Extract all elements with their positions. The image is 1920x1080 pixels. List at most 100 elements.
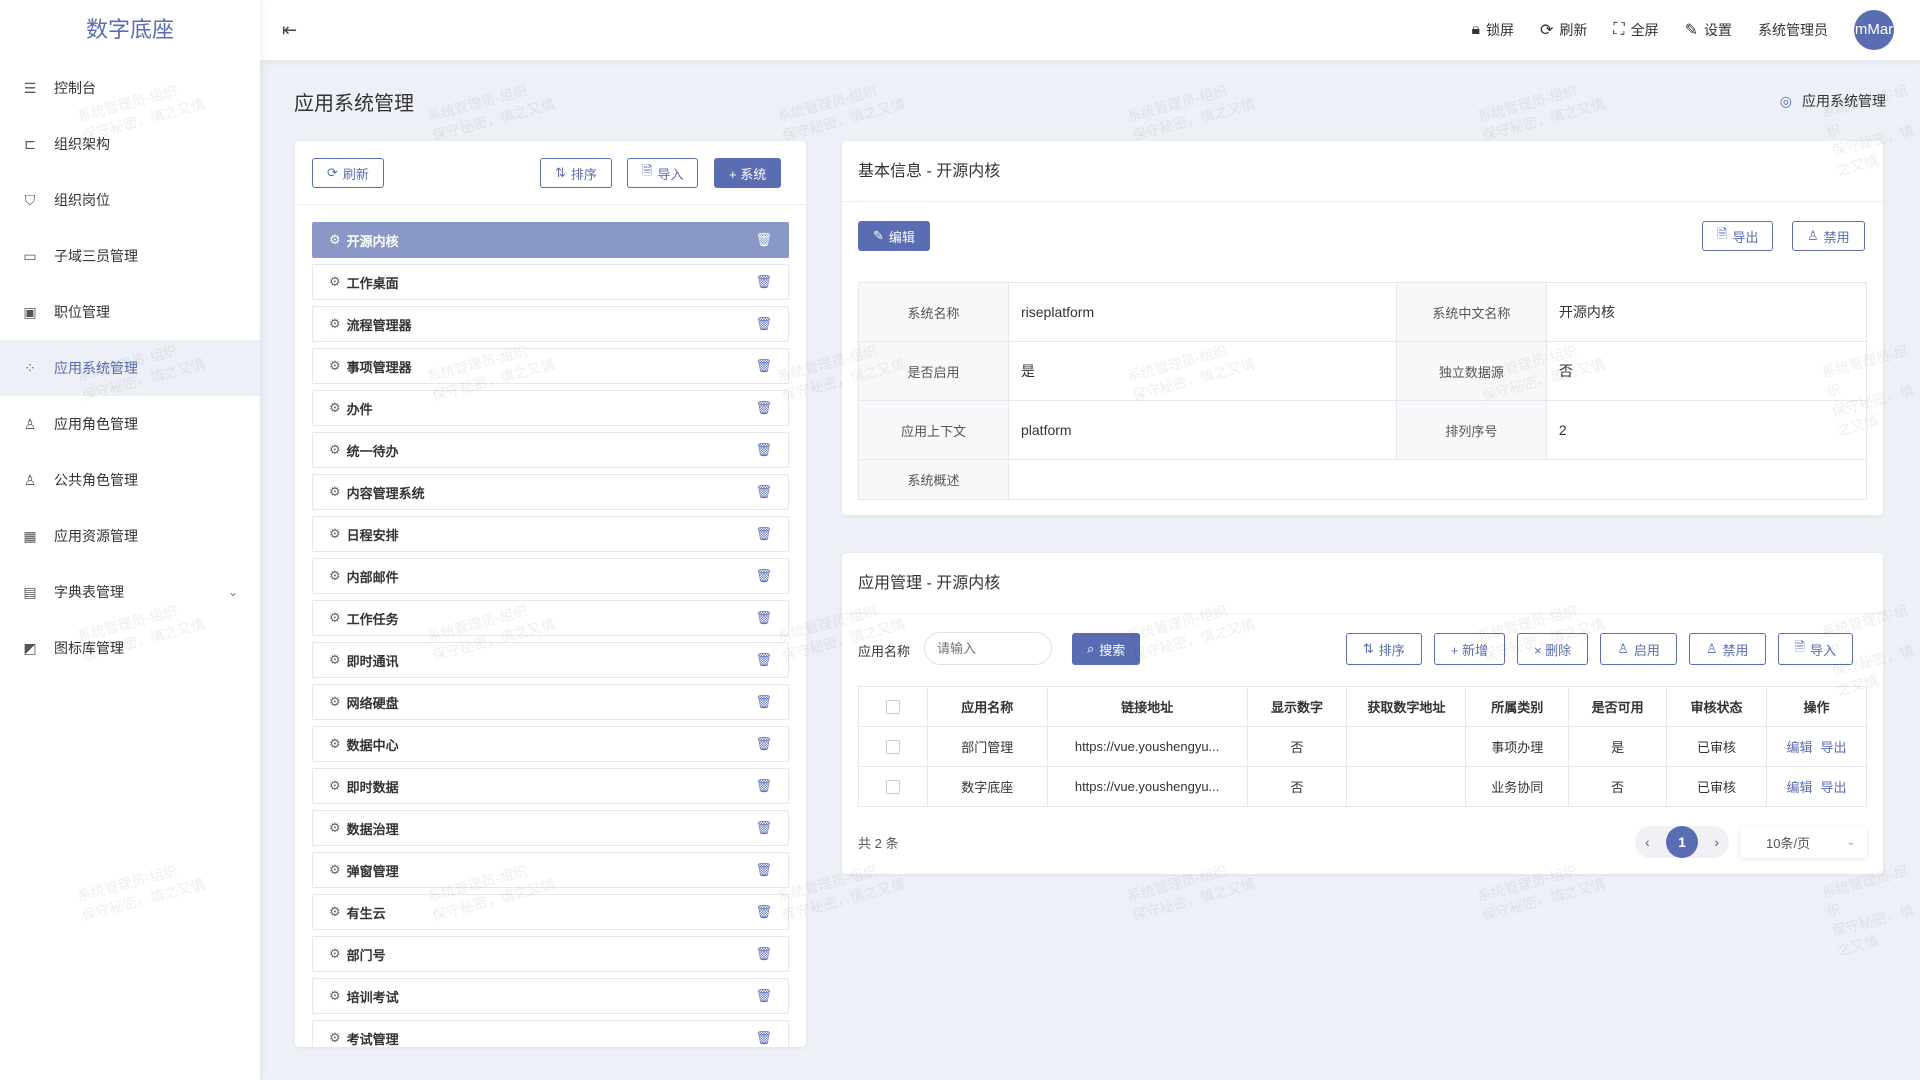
edit-link[interactable]: 编辑 — [1786, 780, 1813, 795]
app-action-button-1[interactable]: + 新增 — [1433, 633, 1505, 665]
delete-icon[interactable]: 🗑︎ — [755, 610, 772, 625]
row-checkbox[interactable] — [885, 740, 900, 755]
system-list-item[interactable]: ⚙ 数据中心 🗑︎ — [312, 726, 789, 762]
app-action-button-0[interactable]: ⇅ 排序 — [1345, 633, 1422, 665]
select-all-checkbox[interactable] — [885, 700, 900, 715]
system-list-item[interactable]: ⚙ 内部邮件 🗑︎ — [312, 558, 789, 594]
delete-icon[interactable]: 🗑︎ — [755, 1030, 772, 1045]
page-size-select[interactable]: 10条/页 ⌄ — [1740, 826, 1867, 858]
refresh-list-button[interactable]: ⟳ 刷新 — [312, 158, 384, 188]
delete-icon[interactable]: 🗑︎ — [755, 946, 772, 961]
row-checkbox[interactable] — [885, 780, 900, 795]
sliders-icon: ☰ — [23, 80, 37, 96]
sidebar-item-1[interactable]: ⊏ 组织架构 — [0, 116, 260, 172]
app-action-button-5[interactable]: 🗎 导入 — [1777, 633, 1853, 665]
system-list-item[interactable]: ⚙ 网络硬盘 🗑︎ — [312, 684, 789, 720]
delete-icon[interactable]: 🗑︎ — [755, 400, 772, 415]
app-name-input[interactable] — [924, 632, 1052, 665]
prev-page-icon[interactable]: ‹ — [1645, 834, 1650, 850]
delete-icon[interactable]: 🗑︎ — [755, 232, 772, 247]
edit-link[interactable]: 编辑 — [1786, 740, 1813, 755]
system-list-item[interactable]: ⚙ 事项管理器 🗑︎ — [312, 348, 789, 384]
delete-icon[interactable]: 🗑︎ — [755, 736, 772, 751]
delete-icon[interactable]: 🗑︎ — [755, 820, 772, 835]
refresh-button[interactable]: ⟳ 刷新 — [1539, 22, 1588, 39]
column-header: 获取数字地址 — [1346, 686, 1467, 727]
search-button[interactable]: ⌕ 搜索 — [1072, 633, 1141, 665]
system-list-item[interactable]: ⚙ 即时通讯 🗑︎ — [312, 642, 789, 678]
delete-icon[interactable]: 🗑︎ — [755, 652, 772, 667]
delete-icon[interactable]: 🗑︎ — [755, 862, 772, 877]
sidebar-item-5[interactable]: ⁘ 应用系统管理 — [0, 340, 260, 396]
gear-icon: ⚙ — [329, 652, 341, 667]
sidebar-item-8[interactable]: ▦ 应用资源管理 — [23, 528, 138, 544]
system-list-item[interactable]: ⚙ 工作任务 🗑︎ — [312, 600, 789, 636]
export-button[interactable]: 🗎 导出 — [1702, 221, 1774, 251]
lock-screen-button[interactable]: 🔒︎ 锁屏 — [1471, 21, 1514, 38]
gear-icon: ⚙ — [329, 904, 341, 919]
sidebar-item-2[interactable]: ⛉ 组织岗位 — [0, 172, 260, 228]
top-header: ⇤ 🔒︎ 锁屏 ⟳ 刷新 ⛶ 全屏 ✎ 设置 系统管理员 mMar — [260, 0, 1920, 60]
app-action-button-2[interactable]: × 删除 — [1516, 633, 1589, 665]
system-list-item[interactable]: ⚙ 办件 🗑︎ — [312, 390, 789, 426]
sidebar-item-10[interactable]: ◩ 图标库管理 — [23, 640, 124, 656]
delete-icon[interactable]: 🗑︎ — [755, 694, 772, 709]
sidebar-item-6[interactable]: ♙ 应用角色管理 — [23, 416, 138, 432]
system-list-item[interactable]: ⚙ 工作桌面 🗑︎ — [312, 264, 789, 300]
delete-icon[interactable]: 🗑︎ — [755, 526, 772, 541]
disable-button[interactable]: ♙ 禁用 — [1792, 221, 1865, 251]
info-label: 系统概述 — [858, 459, 1009, 500]
export-link[interactable]: 导出 — [1820, 740, 1847, 755]
gear-icon: ⚙ — [329, 988, 341, 1003]
fullscreen-icon: ⛶ — [1613, 21, 1625, 38]
user-name[interactable]: 系统管理员 — [1758, 22, 1828, 38]
system-list-item[interactable]: ⚙ 部门号 🗑︎ — [312, 936, 789, 972]
gear-icon: ⚙ — [329, 568, 341, 583]
delete-icon[interactable]: 🗑︎ — [755, 568, 772, 583]
delete-icon[interactable]: 🗑︎ — [755, 358, 772, 373]
total-count: 共 2 条 — [858, 836, 899, 851]
delete-icon[interactable]: 🗑︎ — [755, 316, 772, 331]
page-title: 应用系统管理 — [294, 93, 414, 115]
sort-button[interactable]: ⇅ 排序 — [540, 158, 612, 188]
user-role-icon: ♙ — [23, 472, 37, 488]
system-list-item[interactable]: ⚙ 统一待办 🗑︎ — [312, 432, 789, 468]
system-list-item[interactable]: ⚙ 数据治理 🗑︎ — [312, 810, 789, 846]
fullscreen-button[interactable]: ⛶ 全屏 — [1613, 21, 1659, 38]
system-list-item[interactable]: ⚙ 培训考试 🗑︎ — [312, 978, 789, 1014]
sidebar-item-4[interactable]: ▣ 职位管理 — [23, 304, 110, 320]
system-list-item[interactable]: ⚙ 考试管理 🗑︎ — [312, 1020, 789, 1047]
delete-icon[interactable]: 🗑︎ — [755, 484, 772, 499]
system-list-item[interactable]: ⚙ 内容管理系统 🗑︎ — [312, 474, 789, 510]
page-1-button[interactable]: 1 — [1666, 826, 1698, 858]
sidebar-item-3[interactable]: ▭ 子域三员管理 — [23, 248, 138, 264]
delete-icon[interactable]: 🗑︎ — [755, 904, 772, 919]
sidebar-item-9[interactable]: ▤ 字典表管理 ⌄ — [23, 584, 238, 600]
add-system-button[interactable]: + 系统 — [714, 158, 782, 188]
gear-icon: ⚙ — [329, 736, 341, 751]
edit-button[interactable]: ✎ 编辑 — [858, 221, 930, 251]
delete-icon[interactable]: 🗑︎ — [755, 274, 772, 289]
next-page-icon[interactable]: › — [1714, 834, 1719, 850]
app-action-button-4[interactable]: ♙ 禁用 — [1688, 633, 1766, 665]
system-list-item[interactable]: ⚙ 即时数据 🗑︎ — [312, 768, 789, 804]
info-row: 是否启用是独立数据源否 — [858, 341, 1868, 401]
system-list-item[interactable]: ⚙ 弹窗管理 🗑︎ — [312, 852, 789, 888]
system-list-item[interactable]: ⚙ 日程安排 🗑︎ — [312, 516, 789, 552]
breadcrumb: ◎ 应用系统管理 — [1779, 92, 1886, 110]
import-button[interactable]: 🗎 导入 — [627, 158, 699, 188]
column-header: 所属类别 — [1465, 686, 1570, 727]
delete-icon[interactable]: 🗑︎ — [755, 778, 772, 793]
sidebar-item-0[interactable]: ☰ 控制台 — [23, 80, 96, 96]
app-action-button-3[interactable]: ♙ 启用 — [1600, 633, 1677, 665]
avatar[interactable]: mMar — [1854, 10, 1894, 50]
export-link[interactable]: 导出 — [1820, 780, 1847, 795]
settings-button[interactable]: ✎ 设置 — [1684, 22, 1732, 39]
collapse-sidebar-icon[interactable]: ⇤ — [282, 19, 298, 40]
system-list-item[interactable]: ⚙ 流程管理器 🗑︎ — [312, 306, 789, 342]
sidebar-item-7[interactable]: ♙ 公共角色管理 — [23, 472, 138, 488]
delete-icon[interactable]: 🗑︎ — [755, 988, 772, 1003]
system-list-item[interactable]: ⚙ 开源内核 🗑︎ — [312, 222, 789, 258]
system-list-item[interactable]: ⚙ 有生云 🗑︎ — [312, 894, 789, 930]
delete-icon[interactable]: 🗑︎ — [755, 442, 772, 457]
